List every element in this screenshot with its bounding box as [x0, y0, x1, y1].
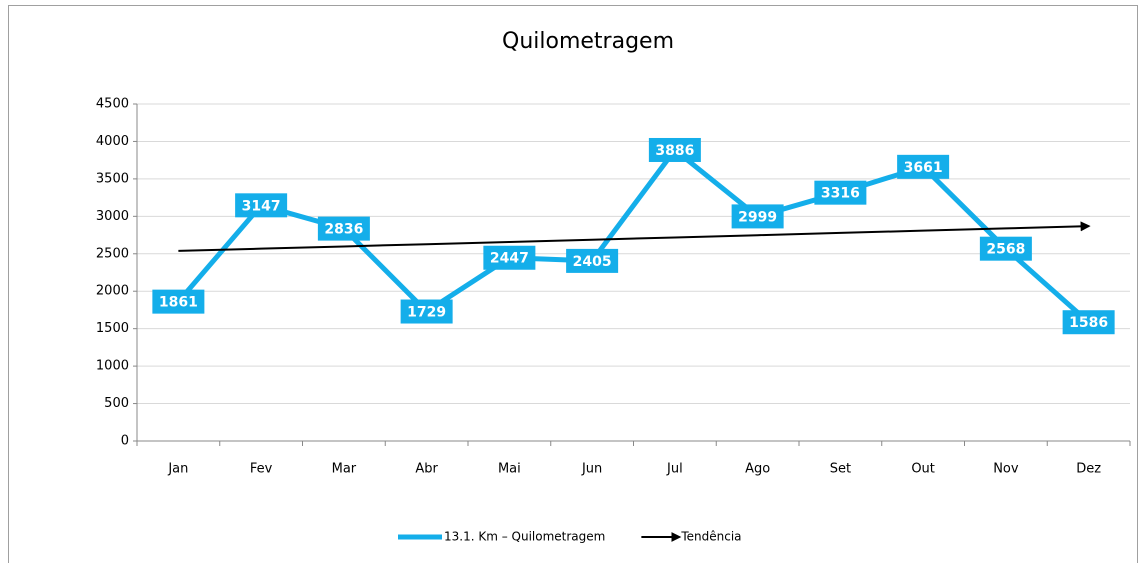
data-label-box	[235, 193, 288, 218]
data-label-box	[1062, 310, 1115, 335]
x-tick-label: Abr	[415, 462, 438, 477]
x-tick-label: Fev	[250, 462, 273, 477]
y-tick-label: 4500	[96, 97, 129, 112]
legend-label: 13.1. Km – Quilometragem	[444, 530, 605, 544]
y-tick-label: 0	[121, 434, 129, 449]
x-tick-label: Out	[911, 462, 935, 477]
data-label: 1729	[407, 305, 446, 321]
data-label-box	[648, 137, 701, 162]
data-label: 3316	[821, 186, 860, 202]
x-tick-label: Mar	[332, 462, 357, 477]
data-label-box	[400, 299, 453, 324]
y-tick-label: 1500	[96, 321, 129, 336]
chart-title: Quilometragem	[502, 29, 674, 54]
y-tick-label: 500	[104, 396, 129, 411]
data-label: 2836	[324, 222, 363, 238]
data-label-box	[731, 204, 784, 229]
data-label-box	[317, 216, 370, 241]
x-tick-label: Dez	[1076, 462, 1101, 477]
data-label-box	[483, 245, 536, 270]
data-label-box	[152, 289, 205, 314]
x-tick-label: Mai	[498, 462, 521, 477]
y-tick-label: 2000	[96, 284, 129, 299]
x-tick-label: Ago	[745, 462, 770, 477]
data-label-box	[979, 236, 1032, 261]
data-label: 2999	[738, 209, 777, 225]
x-tick-label: Nov	[993, 462, 1019, 477]
legend-label: Tendência	[680, 530, 741, 544]
trend-line	[178, 221, 1091, 252]
data-label-box	[566, 248, 619, 273]
x-tick-label: Set	[830, 462, 851, 477]
data-label: 2568	[986, 242, 1025, 258]
data-label: 3147	[242, 198, 281, 214]
data-label: 1586	[1069, 315, 1108, 331]
data-label-box	[897, 154, 950, 179]
y-tick-label: 1000	[96, 359, 129, 374]
data-label: 2405	[573, 254, 612, 270]
data-label-box	[814, 180, 867, 205]
y-tick-label: 4000	[96, 134, 129, 149]
y-tick-label: 3000	[96, 209, 129, 224]
x-tick-label: Jun	[581, 462, 602, 477]
x-tick-label: Jan	[167, 462, 188, 477]
y-tick-label: 2500	[96, 246, 129, 261]
chart-border	[8, 5, 1138, 563]
data-label: 3661	[904, 160, 943, 176]
data-label: 2447	[490, 251, 529, 267]
data-label: 1861	[159, 295, 198, 311]
data-label: 3886	[655, 143, 694, 159]
x-tick-label: Jul	[666, 462, 683, 477]
y-tick-label: 3500	[96, 171, 129, 186]
